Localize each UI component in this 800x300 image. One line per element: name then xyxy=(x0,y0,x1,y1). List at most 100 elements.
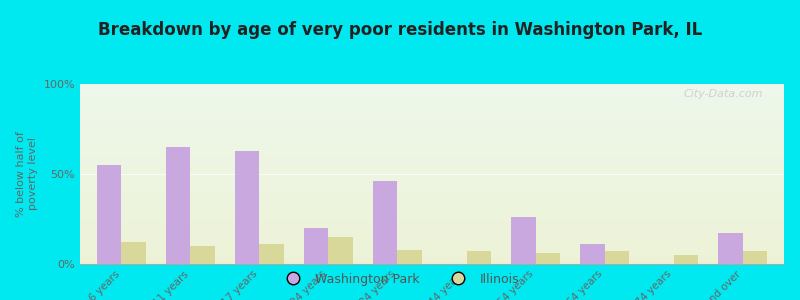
Bar xyxy=(80,241,784,242)
Bar xyxy=(398,250,422,264)
Bar xyxy=(80,163,784,165)
Bar xyxy=(80,237,784,239)
Bar xyxy=(80,255,784,257)
Bar xyxy=(304,228,329,264)
Bar xyxy=(190,246,214,264)
Bar xyxy=(80,221,784,223)
Bar xyxy=(80,127,784,129)
Bar xyxy=(80,133,784,134)
Bar xyxy=(80,147,784,149)
Bar xyxy=(80,95,784,97)
Bar xyxy=(80,260,784,262)
Bar xyxy=(259,244,284,264)
Bar xyxy=(80,219,784,221)
Bar xyxy=(80,124,784,125)
Bar xyxy=(742,251,766,264)
Bar xyxy=(580,244,605,264)
Bar xyxy=(80,178,784,179)
Bar xyxy=(80,102,784,104)
Bar xyxy=(718,233,742,264)
Bar xyxy=(80,183,784,185)
Bar xyxy=(80,84,784,86)
Bar xyxy=(535,253,560,264)
Bar xyxy=(80,116,784,118)
Bar xyxy=(80,134,784,136)
Bar xyxy=(80,169,784,170)
Bar xyxy=(374,181,398,264)
Bar xyxy=(80,262,784,264)
Bar xyxy=(80,122,784,124)
Bar xyxy=(80,88,784,89)
Bar xyxy=(80,106,784,107)
Bar xyxy=(80,215,784,217)
Bar xyxy=(80,181,784,183)
Bar xyxy=(80,93,784,95)
Bar xyxy=(80,86,784,88)
Bar xyxy=(80,149,784,151)
Bar xyxy=(80,226,784,228)
Bar xyxy=(80,98,784,100)
Bar xyxy=(80,113,784,115)
Bar xyxy=(80,136,784,138)
Y-axis label: % below half of
poverty level: % below half of poverty level xyxy=(16,131,38,217)
Bar xyxy=(80,259,784,260)
Bar xyxy=(80,89,784,91)
Bar xyxy=(80,111,784,113)
Bar xyxy=(80,129,784,131)
Bar xyxy=(80,143,784,145)
Bar xyxy=(80,203,784,205)
Bar xyxy=(511,217,535,264)
Bar xyxy=(80,138,784,140)
Bar xyxy=(80,188,784,190)
Bar xyxy=(80,244,784,246)
Bar xyxy=(80,205,784,206)
Text: City-Data.com: City-Data.com xyxy=(683,89,763,99)
Bar xyxy=(80,104,784,106)
Bar xyxy=(80,140,784,142)
Bar xyxy=(80,118,784,120)
Bar xyxy=(80,100,784,102)
Bar xyxy=(80,174,784,176)
Bar xyxy=(80,142,784,143)
Bar xyxy=(80,192,784,194)
Bar xyxy=(80,167,784,169)
Text: Breakdown by age of very poor residents in Washington Park, IL: Breakdown by age of very poor residents … xyxy=(98,21,702,39)
Bar xyxy=(80,145,784,147)
Bar xyxy=(80,257,784,259)
Bar xyxy=(80,199,784,201)
Bar xyxy=(80,131,784,133)
Bar xyxy=(80,170,784,172)
Bar xyxy=(166,147,190,264)
Bar xyxy=(80,156,784,158)
Bar xyxy=(80,223,784,224)
Bar xyxy=(122,242,146,264)
Bar xyxy=(80,151,784,152)
Bar xyxy=(80,251,784,253)
Bar xyxy=(80,176,784,178)
Bar xyxy=(80,194,784,196)
Bar xyxy=(605,251,629,264)
Bar xyxy=(80,253,784,255)
Bar xyxy=(80,224,784,226)
Bar xyxy=(80,235,784,237)
Bar xyxy=(80,179,784,181)
Bar xyxy=(80,120,784,122)
Bar xyxy=(80,196,784,197)
Bar xyxy=(674,255,698,264)
Bar xyxy=(80,109,784,111)
Bar xyxy=(80,107,784,109)
Bar xyxy=(80,165,784,167)
Bar xyxy=(80,201,784,203)
Bar xyxy=(80,248,784,250)
Bar xyxy=(80,161,784,163)
Bar xyxy=(80,152,784,154)
Bar xyxy=(80,208,784,210)
Bar xyxy=(80,190,784,192)
Bar xyxy=(466,251,490,264)
Bar xyxy=(80,250,784,251)
Bar xyxy=(80,214,784,215)
Bar xyxy=(80,210,784,212)
Bar xyxy=(80,217,784,219)
Bar xyxy=(80,91,784,93)
Bar xyxy=(80,232,784,233)
